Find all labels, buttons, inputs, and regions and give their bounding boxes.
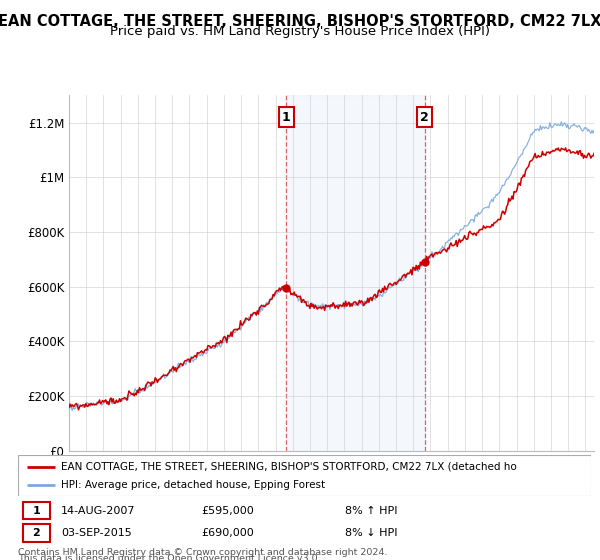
Text: 2: 2 bbox=[32, 528, 40, 538]
Text: Contains HM Land Registry data © Crown copyright and database right 2024.: Contains HM Land Registry data © Crown c… bbox=[18, 548, 388, 557]
Text: 2: 2 bbox=[421, 110, 429, 124]
Text: EAN COTTAGE, THE STREET, SHEERING, BISHOP'S STORTFORD, CM22 7LX (detached ho: EAN COTTAGE, THE STREET, SHEERING, BISHO… bbox=[61, 461, 517, 472]
Text: 8% ↑ HPI: 8% ↑ HPI bbox=[344, 506, 397, 516]
Text: 1: 1 bbox=[282, 110, 290, 124]
Text: This data is licensed under the Open Government Licence v3.0.: This data is licensed under the Open Gov… bbox=[18, 554, 320, 560]
Text: HPI: Average price, detached house, Epping Forest: HPI: Average price, detached house, Eppi… bbox=[61, 480, 325, 490]
Text: EAN COTTAGE, THE STREET, SHEERING, BISHOP'S STORTFORD, CM22 7LX: EAN COTTAGE, THE STREET, SHEERING, BISHO… bbox=[0, 14, 600, 29]
Bar bbox=[23, 524, 50, 542]
Text: 1: 1 bbox=[32, 506, 40, 516]
Text: 14-AUG-2007: 14-AUG-2007 bbox=[61, 506, 136, 516]
Text: Price paid vs. HM Land Registry's House Price Index (HPI): Price paid vs. HM Land Registry's House … bbox=[110, 25, 490, 38]
Text: 8% ↓ HPI: 8% ↓ HPI bbox=[344, 528, 397, 538]
Text: 03-SEP-2015: 03-SEP-2015 bbox=[61, 528, 132, 538]
Text: £690,000: £690,000 bbox=[202, 528, 254, 538]
Bar bbox=[23, 502, 50, 520]
Text: £595,000: £595,000 bbox=[202, 506, 254, 516]
Bar bbox=[286, 95, 425, 451]
